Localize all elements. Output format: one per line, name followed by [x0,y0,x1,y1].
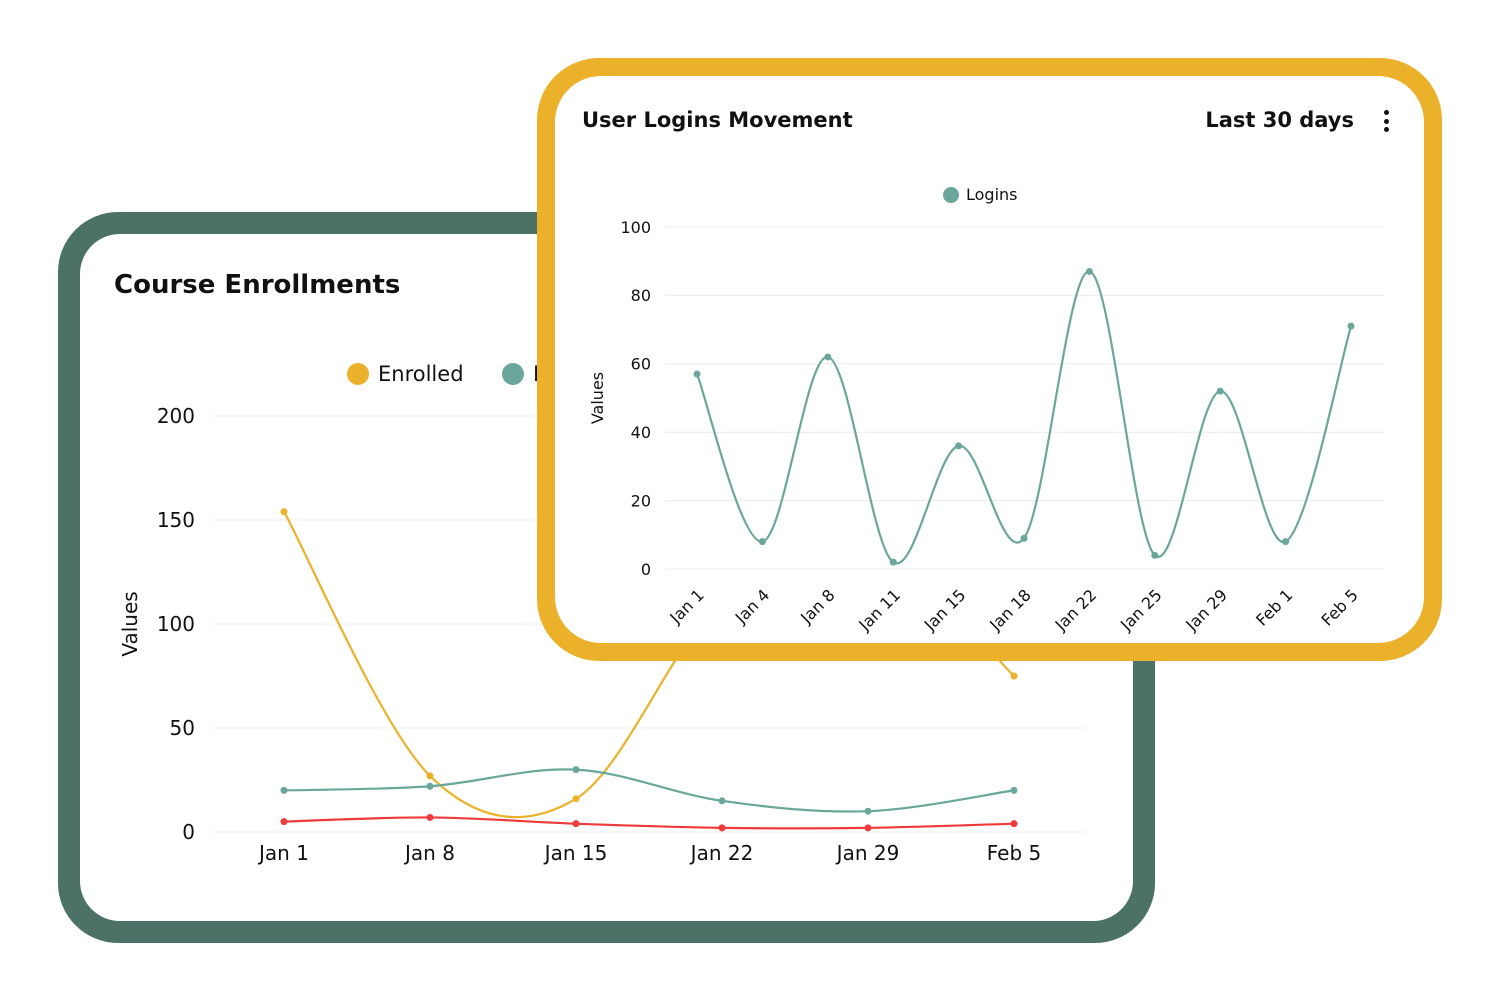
x-tick-label: Feb 1 [1252,585,1296,629]
data-point [693,370,701,378]
data-point [1010,786,1018,794]
y-tick-label: 150 [157,508,195,532]
data-point [758,538,766,546]
user-logins-title: User Logins Movement [582,108,853,132]
data-point [1020,534,1028,542]
y-tick-label: 0 [641,560,651,579]
y-tick-label: 60 [631,355,651,374]
x-tick-label: Jan 15 [543,841,608,865]
data-point [1347,322,1355,330]
data-point [955,442,963,450]
x-tick-label: Feb 5 [1318,585,1362,629]
course-enrollments-title: Course Enrollments [114,270,401,300]
data-point [889,558,897,566]
data-point [572,795,580,803]
series-line [283,768,1015,813]
data-point [864,807,872,815]
data-point [1216,387,1224,395]
y-tick-label: 100 [620,218,651,237]
y-tick-label: 20 [631,491,651,510]
kebab-dot [1383,127,1389,132]
x-tick-label: Jan 1 [665,585,707,627]
data-point [280,818,288,826]
y-axis-label: Values [588,372,607,424]
user-logins-card: User Logins Movement Last 30 days 0 20 40 6… [537,58,1442,661]
data-point [718,797,726,805]
kebab-menu-icon[interactable] [1378,108,1394,134]
x-tick-label: Jan 1 [257,841,309,865]
y-tick-label: 80 [631,286,651,305]
x-tick-label: Jan 4 [731,585,773,627]
x-tick-label: Jan 11 [854,585,904,635]
y-tick-label: 200 [157,404,195,428]
user-logins-chart: 0 20 40 60 80 100 Values Jan 1 Jan 4 Jan 8 Jan 11 J… [588,185,1384,635]
y-tick-label: 40 [631,423,651,442]
x-tick-label: Jan 25 [1116,585,1166,635]
x-tick-label: Jan 8 [403,841,455,865]
x-tick-label: Jan 29 [835,841,900,865]
x-tick-label: Feb 5 [987,841,1042,865]
data-point [864,824,872,832]
data-point [824,353,832,361]
legend-label: Enrolled [378,362,464,386]
data-point [718,824,726,832]
legend-label: I [533,362,539,386]
legend-marker [943,187,959,203]
kebab-dot [1383,110,1389,115]
series-line [283,816,1015,830]
series-line [695,270,1353,565]
x-tick-label: Jan 22 [1051,585,1101,635]
x-tick-label: Jan 18 [985,585,1035,635]
data-point [1282,538,1290,546]
y-axis-label: Values [118,591,142,656]
kebab-dot [1383,118,1389,124]
y-tick-label: 0 [182,820,195,844]
legend-marker [502,363,524,385]
x-tick-label: Jan 15 [920,585,970,635]
y-tick-label: 100 [157,612,195,636]
x-tick-label: Jan 22 [689,841,754,865]
data-point [1151,551,1159,559]
y-tick-label: 50 [170,716,195,740]
x-tick-label: Jan 8 [796,585,838,627]
data-point [572,820,580,828]
data-point [426,772,434,780]
x-tick-label: Jan 29 [1181,585,1231,635]
date-range-select[interactable]: Last 30 days [1205,108,1354,132]
legend-marker [347,363,369,385]
data-point [572,766,580,774]
data-point [1085,267,1093,275]
user-logins-panel: User Logins Movement Last 30 days 0 20 40 6… [555,76,1424,643]
data-point [1010,820,1018,828]
data-point [426,782,434,790]
data-point [1010,672,1018,680]
data-point [280,786,288,794]
data-point [280,508,288,516]
legend-label: Logins [966,185,1018,204]
data-point [426,813,434,821]
